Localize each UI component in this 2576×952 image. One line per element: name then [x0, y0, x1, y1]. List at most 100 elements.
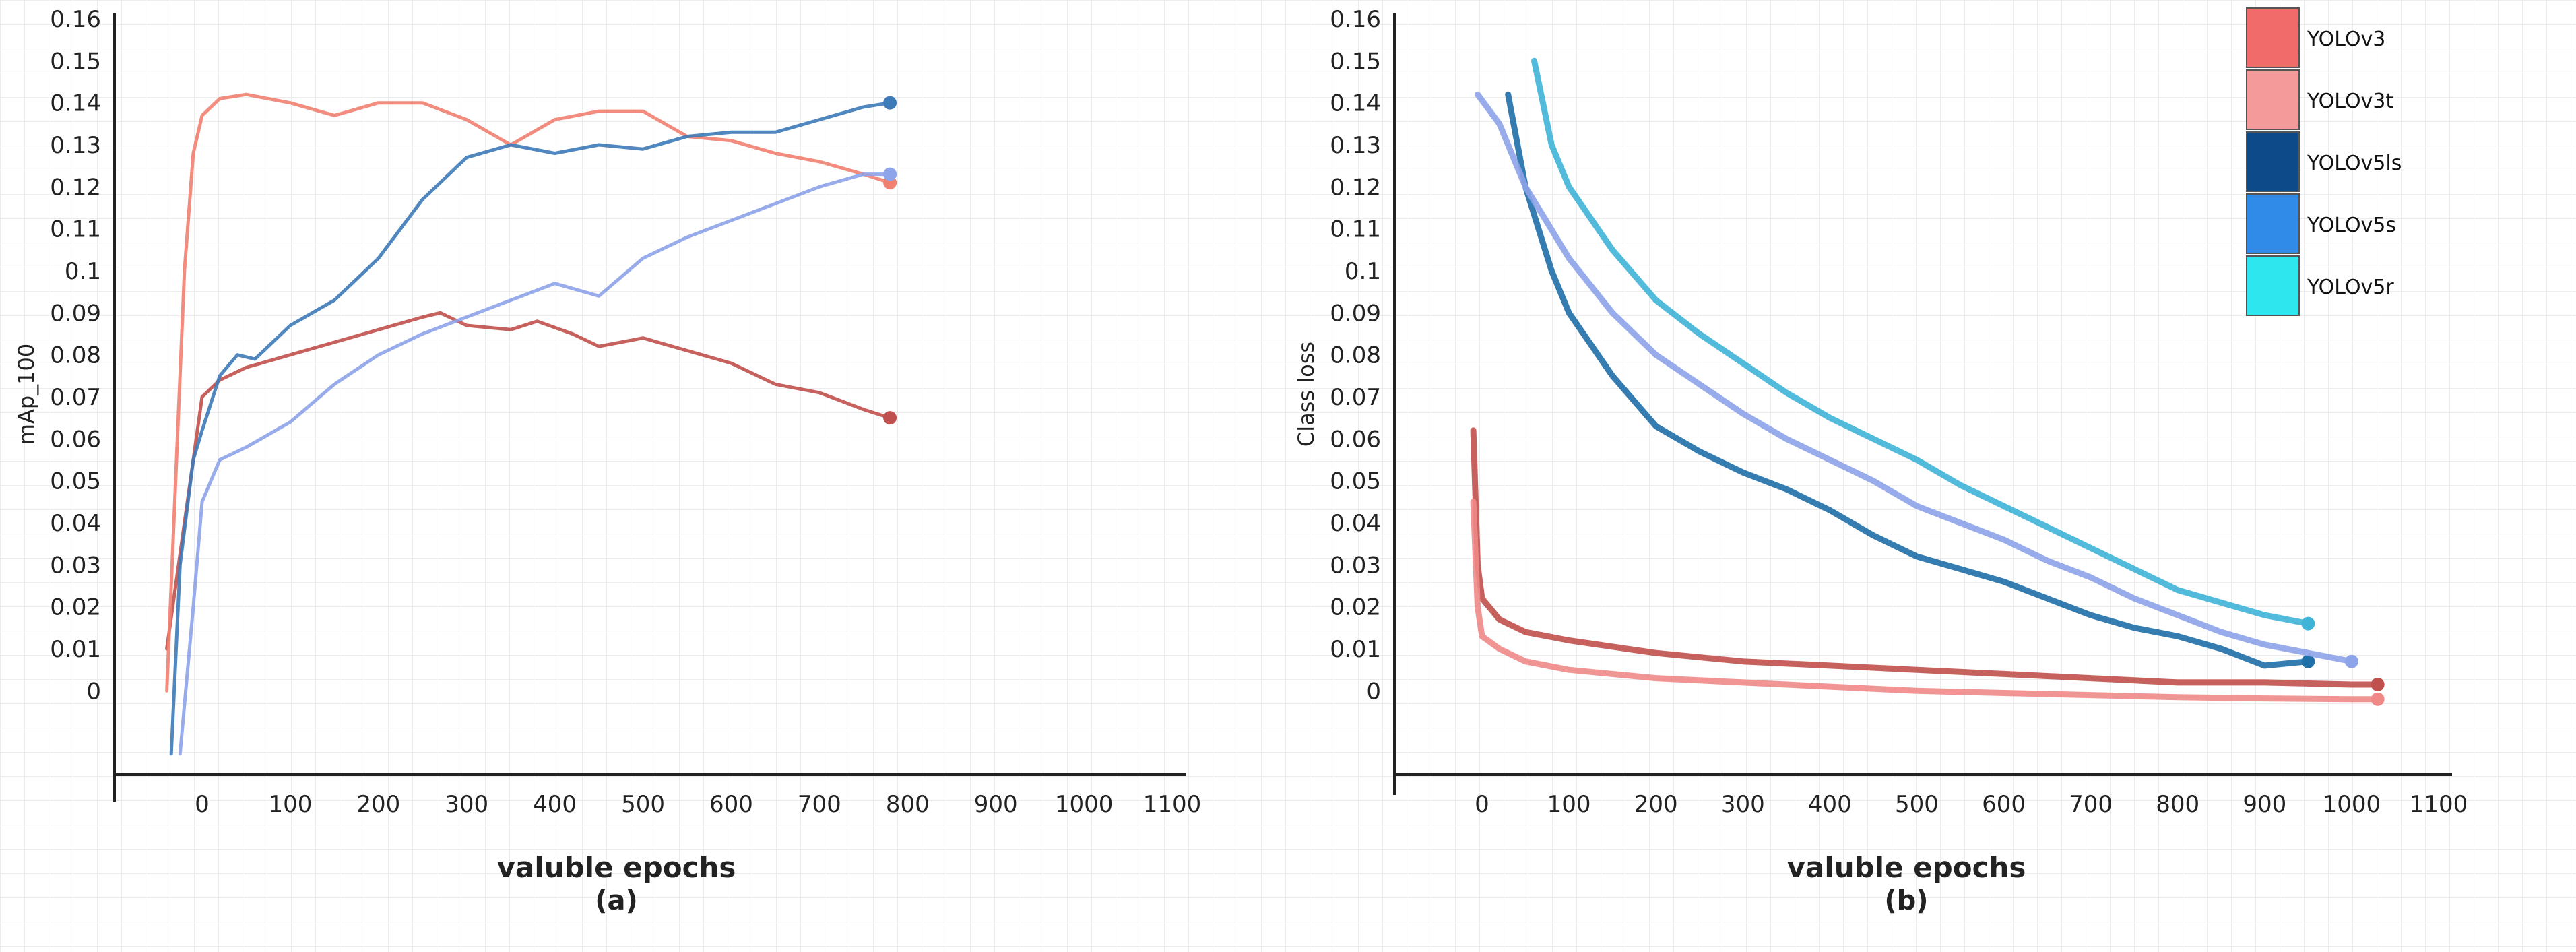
series-endpoint-YOLOv5ls	[2301, 654, 2315, 668]
y-tick-label: 0.06	[50, 426, 101, 453]
panel-a-series	[165, 92, 897, 756]
x-tick-label: 1000	[1055, 791, 1114, 818]
y-tick-label: 0.12	[50, 174, 101, 201]
y-tick-label: 0.1	[65, 258, 101, 285]
y-tick-label: 0.03	[50, 552, 101, 579]
series-line-YOLOv3t	[1470, 499, 2381, 703]
y-tick-label: 0.05	[1330, 468, 1381, 495]
y-tick-label: 0.05	[50, 468, 101, 495]
panel-a-x-axis-label: valuble epochs	[497, 851, 736, 884]
y-tick-label: 0.07	[50, 384, 101, 411]
x-tick-label: 200	[356, 791, 400, 818]
series-endpoint-YOLOv3	[883, 411, 897, 425]
panel-a-y-tick-labels: 0 0.01 0.02 0.03 0.04 0.05 0.06 0.07 0.08 0.09 0.1…	[50, 6, 101, 705]
series-line-YOLOv5s	[1475, 91, 2355, 665]
legend-swatch-YOLOv3	[2246, 7, 2300, 68]
x-tick-label: 0	[1475, 791, 1489, 818]
x-tick-label: 500	[1895, 791, 1939, 818]
panel-b-caption: (b)	[1884, 885, 1928, 916]
panel-a-y-axis-label: mAp_100	[13, 344, 39, 445]
x-tick-label: 300	[445, 791, 488, 818]
x-tick-label: 300	[1721, 791, 1765, 818]
panel-b-x-axis-label: valuble epochs	[1787, 851, 2026, 884]
series-endpoint-YOLOv3t	[2371, 692, 2385, 706]
series-line-YOLOv5ls	[1505, 91, 2311, 669]
x-tick-label: 400	[533, 791, 577, 818]
series-line-YOLOv5ls	[169, 101, 892, 756]
y-tick-label: 0.02	[1330, 594, 1381, 621]
y-tick-label: 0	[1366, 678, 1381, 705]
x-tick-label: 100	[1547, 791, 1591, 818]
series-line-YOLOv3	[1470, 427, 2381, 688]
y-tick-label: 0.12	[1330, 174, 1381, 201]
series-endpoint-YOLOv5r	[2301, 616, 2315, 631]
x-tick-label: 700	[2069, 791, 2113, 818]
y-tick-label: 0.01	[50, 636, 101, 663]
x-tick-label: 900	[974, 791, 1018, 818]
y-tick-label: 0.13	[50, 132, 101, 159]
panel-b-legend: YOLOv3 YOLOv3t YOLOv5ls YOLOv5s YOLOv5r	[2246, 7, 2402, 316]
x-tick-label: 200	[1634, 791, 1678, 818]
panel-b: 0 0.01 0.02 0.03 0.04 0.05 0.06 0.07 0.08 0.09 0.1…	[1293, 6, 2468, 916]
x-tick-label: 1000	[2323, 791, 2381, 818]
y-tick-label: 0.08	[1330, 342, 1381, 369]
y-tick-label: 0.04	[50, 510, 101, 537]
y-tick-label: 0.03	[1330, 552, 1381, 579]
y-tick-label: 0.15	[50, 48, 101, 75]
series-line-YOLOv5r	[1531, 57, 2311, 627]
x-tick-label: 500	[621, 791, 665, 818]
y-tick-label: 0	[86, 678, 101, 705]
y-tick-label: 0.09	[1330, 300, 1381, 327]
y-tick-label: 0.01	[1330, 636, 1381, 663]
series-line-YOLOv3t	[165, 92, 892, 693]
y-tick-label: 0.08	[50, 342, 101, 369]
x-tick-label: 0	[195, 791, 210, 818]
y-tick-label: 0.04	[1330, 510, 1381, 537]
y-tick-label: 0.1	[1345, 258, 1381, 285]
y-tick-label: 0.16	[50, 6, 101, 33]
panel-a-caption: (a)	[595, 885, 638, 916]
x-tick-label: 600	[1982, 791, 2026, 818]
y-tick-label: 0.09	[50, 300, 101, 327]
series-endpoint-YOLOv5s	[883, 167, 897, 181]
x-tick-label: 900	[2243, 791, 2286, 818]
y-tick-label: 0.02	[50, 594, 101, 621]
y-tick-label: 0.14	[50, 90, 101, 117]
panel-b-y-tick-labels: 0 0.01 0.02 0.03 0.04 0.05 0.06 0.07 0.08 0.09 0.1…	[1330, 6, 1381, 705]
panel-b-x-tick-labels: 0 100 200 300 400 500 600 700 800 900 1000 1100	[1475, 791, 2468, 818]
x-tick-label: 1100	[1143, 791, 1202, 818]
x-tick-label: 800	[886, 791, 930, 818]
x-tick-label: 1100	[2410, 791, 2468, 818]
series-endpoint-YOLOv5ls	[883, 96, 897, 110]
legend-label-YOLOv3t: YOLOv3t	[2307, 90, 2393, 113]
legend-swatch-YOLOv5ls	[2246, 131, 2300, 192]
legend-label-YOLOv5r: YOLOv5r	[2307, 276, 2394, 299]
series-line-YOLOv3	[165, 311, 892, 651]
y-tick-label: 0.06	[1330, 426, 1381, 453]
legend-label-YOLOv5s: YOLOv5s	[2307, 214, 2396, 237]
x-tick-label: 800	[2156, 791, 2199, 818]
legend-swatch-YOLOv3t	[2246, 69, 2300, 130]
legend-swatch-YOLOv5s	[2246, 193, 2300, 254]
x-tick-label: 100	[268, 791, 312, 818]
legend-label-YOLOv5ls: YOLOv5ls	[2307, 152, 2402, 175]
y-tick-label: 0.14	[1330, 90, 1381, 117]
y-tick-label: 0.07	[1330, 384, 1381, 411]
y-tick-label: 0.11	[1330, 216, 1381, 243]
series-endpoint-YOLOv5s	[2344, 654, 2358, 668]
x-tick-label: 400	[1808, 791, 1852, 818]
x-tick-label: 600	[709, 791, 753, 818]
y-tick-label: 0.11	[50, 216, 101, 243]
panel-a-x-tick-labels: 0 100 200 300 400 500 600 700 800 900 1000 1100	[195, 791, 1201, 818]
panel-a: 0 0.01 0.02 0.03 0.04 0.05 0.06 0.07 0.08 0.09 0.1…	[13, 6, 1201, 916]
panel-b-y-axis-label: Class loss	[1293, 342, 1319, 447]
y-tick-label: 0.16	[1330, 6, 1381, 33]
legend-swatch-YOLOv5r	[2246, 255, 2300, 316]
x-tick-label: 700	[798, 791, 841, 818]
legend-label-YOLOv3: YOLOv3	[2307, 28, 2385, 51]
series-line-YOLOv5s	[178, 172, 892, 756]
panel-b-series	[1470, 57, 2385, 706]
y-tick-label: 0.15	[1330, 48, 1381, 75]
